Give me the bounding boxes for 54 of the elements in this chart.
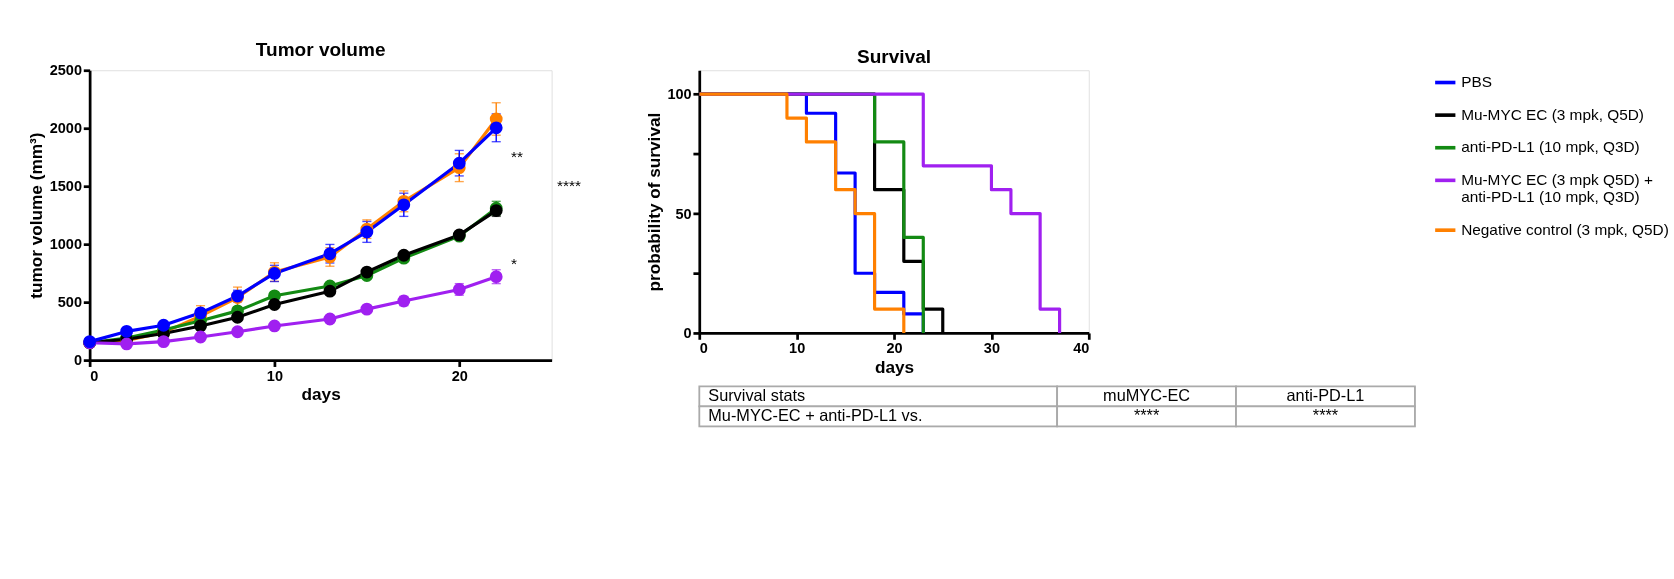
- y-tick-label: 0: [683, 324, 692, 341]
- point: [120, 337, 134, 351]
- y-tick-label: 2000: [49, 120, 82, 137]
- point: [194, 319, 207, 333]
- y-tick-label: 100: [667, 86, 692, 103]
- point: [120, 325, 134, 338]
- point: [323, 284, 337, 298]
- x-axis-title: days: [301, 384, 341, 405]
- legend-label: PBS: [1461, 73, 1492, 91]
- text: Mu-MYC-EC + anti-PD-L1 vs.: [708, 405, 923, 424]
- legend-label: anti-PD-L1 (10 mpk, Q3D): [1461, 138, 1640, 156]
- point: [360, 265, 374, 279]
- y-tick-label: 2500: [49, 62, 82, 79]
- text: Survival stats: [708, 385, 806, 404]
- text: muMYC-EC: [1103, 385, 1191, 404]
- point: [231, 325, 244, 339]
- x-tick-label: 10: [266, 367, 283, 384]
- x-tick-label: 30: [983, 340, 1000, 357]
- legend-label: Negative control (3 mpk, Q5D): [1461, 220, 1669, 238]
- x-tick-label: 40: [1073, 340, 1090, 357]
- point: [360, 302, 374, 316]
- point: [194, 330, 207, 344]
- y-tick-label: 1000: [49, 236, 82, 253]
- point: [323, 312, 337, 326]
- chart-title: Survival: [857, 46, 932, 68]
- x-axis-title: days: [874, 357, 915, 378]
- x-tick-label: 0: [699, 340, 708, 357]
- x-tick-label: 20: [451, 367, 468, 384]
- legend-label: Mu-MYC EC (3 mpk, Q5D): [1461, 105, 1644, 123]
- x-tick-label: 10: [789, 340, 806, 357]
- y-axis-title: probability of survival: [644, 112, 665, 292]
- y-tick-label: 50: [675, 205, 692, 222]
- point: [157, 335, 170, 348]
- y-axis-title: tumor volume (mm³): [26, 132, 47, 299]
- point: [157, 318, 170, 332]
- y-tick-label: 0: [73, 352, 82, 369]
- point: [231, 310, 244, 324]
- annotation: *: [510, 255, 517, 273]
- y-tick-label: 500: [57, 294, 82, 311]
- text: ****: [1133, 405, 1160, 424]
- y-tick-label: 1500: [49, 178, 82, 195]
- annotation: **: [510, 147, 523, 165]
- legend-label: Mu-MYC EC (3 mpk Q5D) + anti-PD-L1 (10 mpk, Q3D): [1461, 170, 1653, 206]
- point: [268, 298, 281, 311]
- point: [268, 319, 281, 333]
- point: [452, 156, 466, 170]
- text: ****: [557, 176, 582, 194]
- point: [397, 198, 411, 212]
- x-tick-label: 20: [886, 340, 903, 357]
- point: [489, 121, 503, 135]
- text: ****: [1312, 405, 1339, 424]
- text: anti-PD-L1: [1286, 385, 1365, 404]
- x-tick-label: 0: [90, 367, 99, 384]
- chart-title: Tumor volume: [255, 38, 386, 60]
